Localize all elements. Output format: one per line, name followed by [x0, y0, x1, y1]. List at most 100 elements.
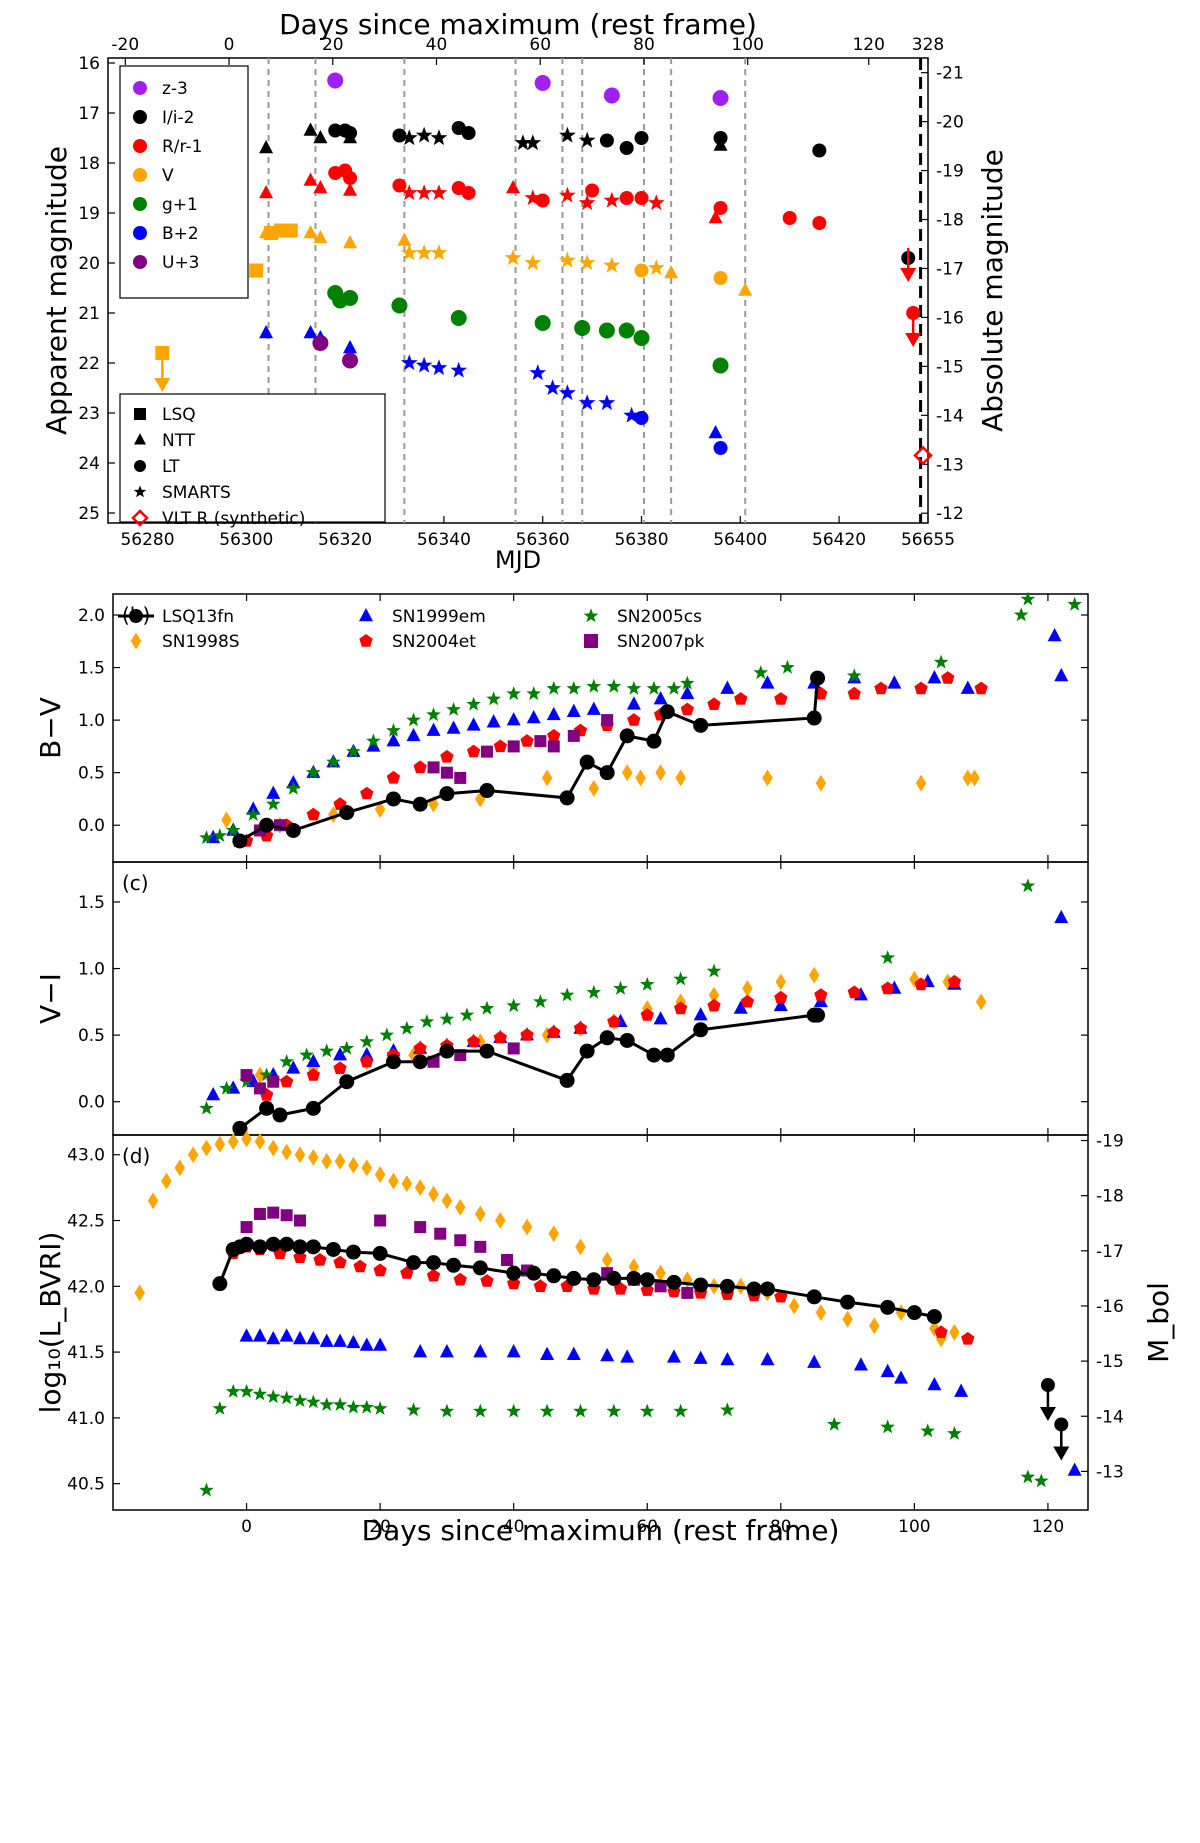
legend-label: SN1998S: [162, 632, 240, 652]
point-sn2005cs: [346, 743, 361, 758]
point-v: [634, 263, 649, 278]
point-lsq13fn: [239, 1236, 255, 1252]
point-sn2005cs: [225, 1383, 241, 1398]
point-lsq13fn: [559, 790, 575, 806]
point-sn2007pk: [293, 1214, 306, 1227]
point-sn1999em: [333, 1047, 348, 1061]
point-ii2: [713, 131, 728, 145]
point-v: [313, 229, 328, 244]
mjd-tick-label: 56655: [901, 530, 955, 550]
point-sn1999em: [546, 706, 561, 721]
xtick-label: 60: [636, 1517, 658, 1537]
point-rr1: [303, 172, 318, 186]
point-sn2005cs: [366, 733, 381, 748]
point-sn1999em: [1054, 667, 1069, 682]
point-sn2004et: [353, 1259, 367, 1273]
point-lsq13fn: [566, 1270, 582, 1286]
point-lsq13fn: [810, 670, 826, 686]
point-sn1999em: [252, 1328, 267, 1342]
point-sn1999em: [954, 1383, 969, 1397]
point-sn1998s: [742, 980, 753, 997]
mag-tick-label: 19: [78, 204, 100, 224]
point-b2: [544, 379, 561, 396]
point-sn2004et: [847, 985, 861, 999]
point-sn1998s: [601, 1251, 613, 1269]
point-sn2007pk: [547, 740, 560, 753]
point-v: [415, 244, 433, 261]
point-sn2005cs: [506, 1403, 521, 1418]
point-lsq13fn: [579, 1043, 595, 1059]
point-z3: [603, 87, 620, 104]
point-sn1998s: [682, 1271, 693, 1289]
point-sn2005cs: [573, 1403, 588, 1418]
y-axis-title: Apparent magnitude: [40, 146, 73, 435]
point-sn1999em: [366, 738, 381, 752]
y-axis-title: V−I: [34, 973, 67, 1024]
point-sn2005cs: [439, 1011, 455, 1026]
point-lsq13fn: [345, 1244, 361, 1260]
point-v: [524, 254, 542, 271]
point-v: [603, 256, 621, 273]
point-sn2007pk: [681, 1286, 694, 1299]
point-z3: [712, 90, 729, 106]
point-lsq13fn: [252, 1239, 268, 1255]
point-sn1999em: [927, 1376, 942, 1391]
point-rr1: [782, 211, 797, 225]
point-sn2005cs: [680, 675, 695, 690]
point-g1: [450, 310, 467, 326]
days-tick-label: 20: [322, 35, 344, 55]
legend-marker: [131, 509, 149, 527]
point-sn2007pk: [567, 729, 580, 742]
band-legend: z-3 I/i-2 R/r-1 Vg+1 B+2 U+3: [119, 65, 249, 299]
point-lsq13fn: [639, 1272, 655, 1288]
point-sn1999em: [279, 1328, 294, 1342]
point-sn2005cs: [753, 665, 769, 680]
point-sn2005cs: [319, 1397, 334, 1411]
point-lsq13fn: [880, 1299, 896, 1315]
point-sn1998s: [635, 769, 646, 787]
point-sn2005cs: [559, 987, 575, 1002]
point-sn2005cs: [546, 680, 562, 695]
point-sn2005cs: [279, 1054, 294, 1068]
point-g1: [598, 322, 615, 339]
point-sn2004et: [453, 1272, 467, 1286]
point-sn2005cs: [286, 780, 301, 795]
point-v: [504, 249, 522, 266]
legend-marker: [584, 634, 598, 648]
point-lsq13fn: [526, 1265, 542, 1281]
point-sn1998s: [575, 1238, 586, 1256]
point-sn1998s: [935, 1330, 947, 1348]
point-ii2: [578, 131, 596, 148]
point-lsq13fn: [746, 1281, 762, 1297]
point-sn1999em: [446, 720, 461, 734]
point-lsq13fn: [626, 1270, 642, 1286]
legend-label: NTT: [162, 431, 196, 451]
point-sn1998s: [675, 769, 686, 787]
point-sn1999em: [206, 1086, 221, 1101]
point-sn1999em: [853, 1357, 868, 1371]
point-sn2005cs: [306, 765, 321, 779]
point-sn1999em: [373, 1337, 388, 1351]
point-z3: [327, 72, 344, 89]
point-sn2007pk: [454, 771, 467, 784]
days-tick-label: 328: [912, 35, 944, 55]
legend-label: LSQ: [162, 405, 196, 425]
point-g1: [712, 357, 729, 374]
point-v: [578, 254, 596, 271]
point-sn1998s: [762, 769, 773, 787]
absmag-tick-label: -16: [936, 308, 964, 328]
point-sn2007pk: [480, 745, 493, 758]
point-sn1998s: [815, 774, 827, 792]
point-sn1998s: [268, 1139, 279, 1157]
xtick-label: 0: [241, 1517, 252, 1537]
point-sn2005cs: [359, 1399, 375, 1414]
mag-tick-label: 23: [78, 404, 100, 424]
point-sn2004et: [313, 1253, 327, 1266]
point-sn1998s: [655, 764, 666, 782]
point-sn1999em: [292, 1330, 307, 1345]
point-lsq13fn: [606, 1270, 622, 1286]
point-rr1: [415, 184, 433, 201]
point-sn1998s: [294, 1146, 306, 1164]
point-sn2007pk: [280, 1209, 293, 1222]
